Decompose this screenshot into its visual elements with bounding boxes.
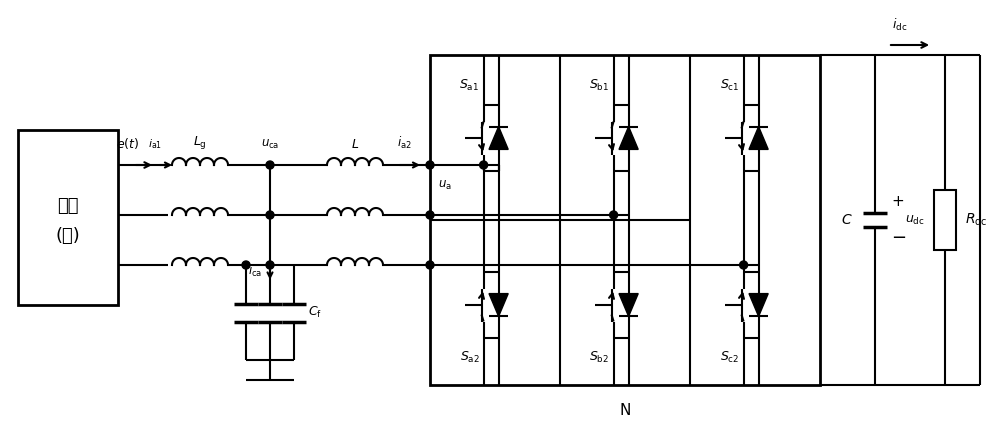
Bar bbox=[934, 190, 956, 250]
Polygon shape bbox=[489, 127, 508, 149]
Circle shape bbox=[242, 261, 250, 269]
Text: $S_{\rm a1}$: $S_{\rm a1}$ bbox=[459, 78, 480, 93]
Polygon shape bbox=[489, 293, 508, 317]
Text: −: − bbox=[891, 229, 906, 247]
Circle shape bbox=[740, 261, 748, 269]
Text: $i_{\rm a1}$: $i_{\rm a1}$ bbox=[148, 137, 162, 151]
Text: 电网: 电网 bbox=[57, 196, 79, 214]
Text: +: + bbox=[891, 194, 904, 209]
Text: $C_{\rm f}$: $C_{\rm f}$ bbox=[308, 305, 322, 320]
Text: N: N bbox=[619, 403, 631, 418]
Text: $u_{\rm dc}$: $u_{\rm dc}$ bbox=[905, 214, 925, 227]
Circle shape bbox=[610, 211, 618, 219]
Bar bbox=[18, 130, 118, 305]
Circle shape bbox=[266, 261, 274, 269]
Circle shape bbox=[426, 161, 434, 169]
Text: (～): (～) bbox=[56, 227, 80, 245]
Polygon shape bbox=[749, 127, 768, 149]
Text: $L_{\rm g}$: $L_{\rm g}$ bbox=[193, 134, 207, 151]
Bar bbox=[430, 55, 820, 385]
Text: $S_{\rm c1}$: $S_{\rm c1}$ bbox=[720, 78, 739, 93]
Text: $u_{\rm a}$: $u_{\rm a}$ bbox=[438, 179, 452, 192]
Circle shape bbox=[480, 161, 488, 169]
Polygon shape bbox=[619, 293, 638, 317]
Circle shape bbox=[426, 261, 434, 269]
Text: $L$: $L$ bbox=[351, 138, 359, 151]
Polygon shape bbox=[619, 127, 638, 149]
Text: $i_{\rm a2}$: $i_{\rm a2}$ bbox=[397, 135, 412, 151]
Polygon shape bbox=[749, 293, 768, 317]
Circle shape bbox=[426, 211, 434, 219]
Text: $\mathbf{\it{e}}$$\mathbf{\it{(t)}}$: $\mathbf{\it{e}}$$\mathbf{\it{(t)}}$ bbox=[116, 136, 140, 151]
Text: $R_{\rm dc}$: $R_{\rm dc}$ bbox=[965, 212, 988, 228]
Text: $S_{\rm a2}$: $S_{\rm a2}$ bbox=[460, 350, 479, 365]
Circle shape bbox=[266, 161, 274, 169]
Circle shape bbox=[266, 211, 274, 219]
Text: $i_{\rm dc}$: $i_{\rm dc}$ bbox=[892, 17, 908, 33]
Text: $u_{\rm ca}$: $u_{\rm ca}$ bbox=[261, 138, 279, 151]
Text: $S_{\rm b1}$: $S_{\rm b1}$ bbox=[589, 78, 610, 93]
Text: $S_{\rm b2}$: $S_{\rm b2}$ bbox=[589, 350, 610, 365]
Text: $i_{\rm ca}$: $i_{\rm ca}$ bbox=[248, 263, 262, 278]
Text: $S_{\rm c2}$: $S_{\rm c2}$ bbox=[720, 350, 739, 365]
Text: $C$: $C$ bbox=[841, 213, 853, 227]
